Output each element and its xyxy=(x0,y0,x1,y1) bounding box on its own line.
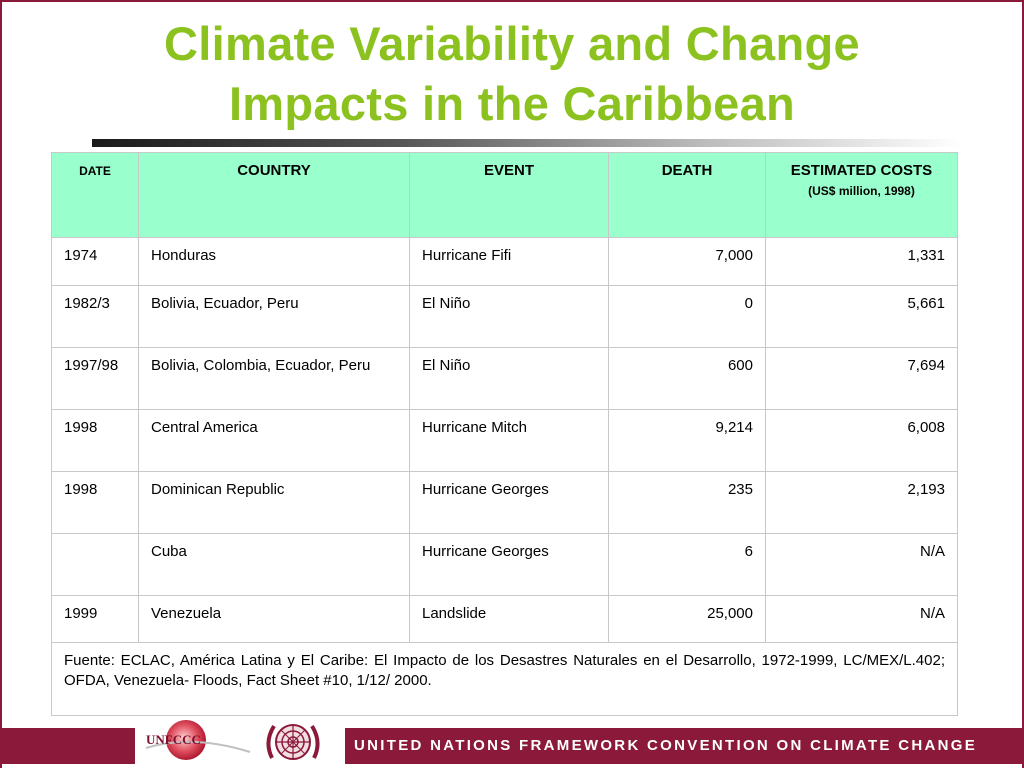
title-line-2: Impacts in the Caribbean xyxy=(228,77,796,130)
footer-banner: UNFCCC UNITED NATIONS FRAMEWORK CONVENTI… xyxy=(0,716,1024,768)
cell-country: Cuba xyxy=(138,533,410,596)
table-row: 1974 Honduras Hurricane Fifi 7,000 1,331 xyxy=(51,237,958,286)
cell-country: Central America xyxy=(138,409,410,472)
cell-event: Landslide xyxy=(409,595,609,643)
header-date: DATE xyxy=(51,152,139,238)
title-line-1: Climate Variability and Change xyxy=(164,17,860,70)
table-row: Cuba Hurricane Georges 6 N/A xyxy=(51,533,958,596)
cell-costs: 5,661 xyxy=(765,285,958,348)
cell-event: Hurricane Georges xyxy=(409,471,609,534)
table-row: 1998 Dominican Republic Hurricane George… xyxy=(51,471,958,534)
cell-costs: 1,331 xyxy=(765,237,958,286)
cell-date: 1974 xyxy=(51,237,139,286)
cell-death: 25,000 xyxy=(608,595,766,643)
cell-death: 9,214 xyxy=(608,409,766,472)
cell-costs: 6,008 xyxy=(765,409,958,472)
cell-costs: 2,193 xyxy=(765,471,958,534)
cell-date: 1982/3 xyxy=(51,285,139,348)
cell-date: 1997/98 xyxy=(51,347,139,410)
page-title: Climate Variability and Change Impacts i… xyxy=(0,14,1024,134)
table-row: 1997/98 Bolivia, Colombia, Ecuador, Peru… xyxy=(51,347,958,410)
cell-event: Hurricane Fifi xyxy=(409,237,609,286)
title-divider xyxy=(92,139,962,147)
header-event: EVENT xyxy=(409,152,609,238)
cell-death: 6 xyxy=(608,533,766,596)
cell-country: Dominican Republic xyxy=(138,471,410,534)
source-row: Fuente: ECLAC, América Latina y El Carib… xyxy=(51,642,958,716)
table-header-row: DATE COUNTRY EVENT DEATH ESTIMATED COSTS… xyxy=(51,152,958,238)
cell-death: 600 xyxy=(608,347,766,410)
cell-death: 235 xyxy=(608,471,766,534)
cell-costs: N/A xyxy=(765,533,958,596)
cell-country: Honduras xyxy=(138,237,410,286)
cell-event: Hurricane Georges xyxy=(409,533,609,596)
header-estimated-costs: ESTIMATED COSTS (US$ million, 1998) xyxy=(765,152,958,238)
disaster-impacts-table: DATE COUNTRY EVENT DEATH ESTIMATED COSTS… xyxy=(51,152,958,716)
cell-costs: N/A xyxy=(765,595,958,643)
header-costs-unit: (US$ million, 1998) xyxy=(808,184,915,198)
cell-event: El Niño xyxy=(409,347,609,410)
cell-country: Bolivia, Ecuador, Peru xyxy=(138,285,410,348)
source-note: Fuente: ECLAC, América Latina y El Carib… xyxy=(51,642,958,716)
cell-event: Hurricane Mitch xyxy=(409,409,609,472)
cell-date: 1999 xyxy=(51,595,139,643)
header-costs-label: ESTIMATED COSTS xyxy=(790,162,933,179)
header-country: COUNTRY xyxy=(138,152,410,238)
cell-country: Bolivia, Colombia, Ecuador, Peru xyxy=(138,347,410,410)
footer-banner-text: UNITED NATIONS FRAMEWORK CONVENTION ON C… xyxy=(354,737,977,754)
cell-date xyxy=(51,533,139,596)
table-row: 1982/3 Bolivia, Ecuador, Peru El Niño 0 … xyxy=(51,285,958,348)
cell-death: 7,000 xyxy=(608,237,766,286)
cell-death: 0 xyxy=(608,285,766,348)
header-death: DEATH xyxy=(608,152,766,238)
cell-event: El Niño xyxy=(409,285,609,348)
unfccc-logo: UNFCCC xyxy=(145,720,251,760)
table-row: 1998 Central America Hurricane Mitch 9,2… xyxy=(51,409,958,472)
cell-country: Venezuela xyxy=(138,595,410,643)
cell-date: 1998 xyxy=(51,471,139,534)
un-emblem-icon xyxy=(266,724,320,760)
cell-costs: 7,694 xyxy=(765,347,958,410)
table-row: 1999 Venezuela Landslide 25,000 N/A xyxy=(51,595,958,643)
cell-date: 1998 xyxy=(51,409,139,472)
unfccc-logo-text: UNFCCC xyxy=(146,732,201,747)
